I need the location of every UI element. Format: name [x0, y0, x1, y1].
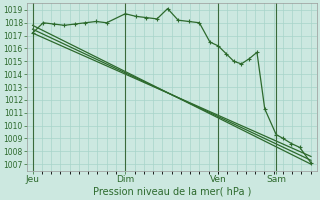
X-axis label: Pression niveau de la mer( hPa ): Pression niveau de la mer( hPa ) [92, 187, 251, 197]
